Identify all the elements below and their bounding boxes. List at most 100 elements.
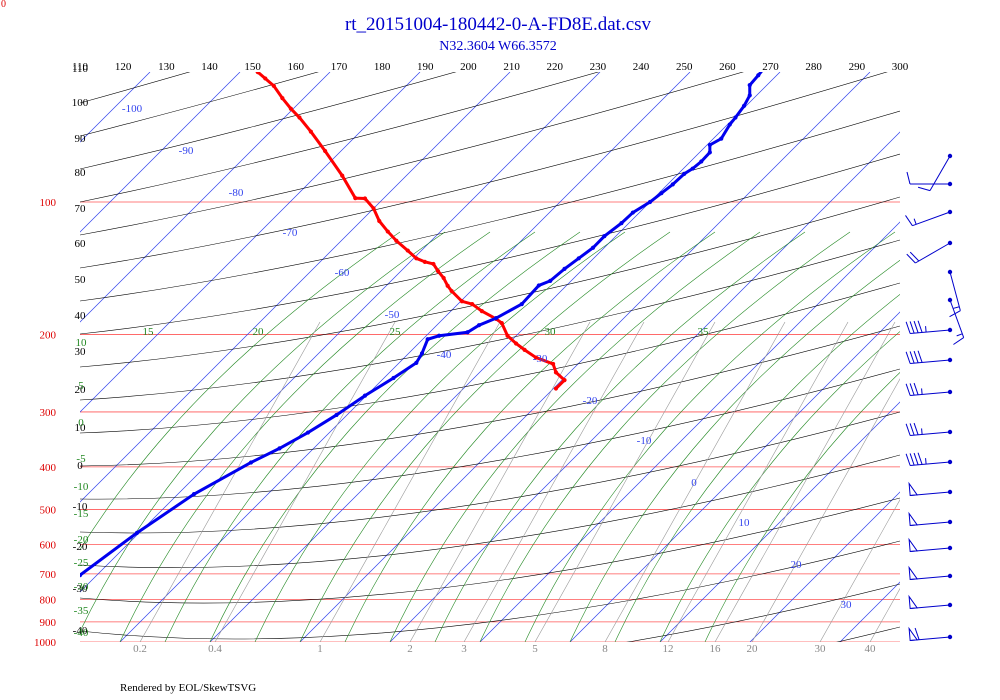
isotherm-line	[659, 401, 900, 642]
dry-adiabat	[80, 153, 900, 335]
dry-adiabat	[80, 72, 457, 170]
isotherm-line	[80, 72, 331, 323]
temperature-point	[505, 333, 510, 338]
wind-barb-staff	[912, 211, 951, 227]
dewpoint-point	[619, 221, 624, 226]
mixing-ratio-label: 0.4	[208, 643, 222, 655]
isotherm-line	[209, 72, 781, 642]
temperature-point	[562, 378, 567, 383]
temperature-point	[445, 283, 450, 288]
dry-adiabat	[80, 239, 900, 401]
temperature-point	[479, 309, 484, 314]
wind-barb-staff	[910, 461, 951, 466]
moist-adiabat-label: 35	[698, 326, 710, 338]
isotherm-line	[479, 221, 900, 642]
wind-barb-staff	[910, 359, 951, 364]
pressure-label-700: 700	[40, 569, 57, 581]
pressure-label-900: 900	[40, 617, 57, 629]
wind-barb-flag	[908, 481, 919, 497]
isotherm-label: -80	[229, 187, 244, 199]
dry-adiabat-label: -20	[73, 541, 88, 553]
dewpoint-point	[437, 333, 442, 338]
wind-barb-full	[909, 251, 920, 262]
temperature-point	[280, 96, 285, 101]
dewpoint-point	[762, 34, 766, 38]
moist-adiabat-label: 15	[143, 326, 155, 338]
wind-barb-full	[913, 452, 919, 465]
wind-barb-full	[913, 320, 919, 333]
temperature-point	[340, 173, 345, 178]
dry-adiabat	[80, 325, 900, 467]
dry-adiabat	[80, 72, 600, 203]
temperature-point	[219, 33, 223, 37]
dewpoint-point	[134, 530, 140, 535]
temperature-point	[271, 83, 276, 88]
corner-label: 0	[1, 0, 6, 10]
wind-barb-full	[905, 215, 913, 226]
dry-adiabat-label: 0	[77, 460, 83, 472]
wind-barb-half	[925, 326, 927, 333]
moist-adiabat	[119, 231, 491, 642]
wind-barb-staff	[910, 329, 951, 334]
temp-tick-110: 110	[72, 61, 89, 73]
mixing-ratio-line	[139, 321, 321, 642]
moist-adiabat	[479, 231, 851, 642]
temperature-point	[553, 386, 559, 391]
dewpoint-point	[719, 136, 724, 141]
isotherm-line	[0, 72, 60, 642]
mixing-ratio-line	[214, 321, 396, 642]
isotherm-line	[930, 72, 1000, 642]
moist-adiabat-label: 10	[76, 337, 88, 349]
dry-adiabat-label: 30	[75, 346, 87, 358]
wind-barb-half	[956, 333, 963, 337]
isotherm-label: -40	[437, 349, 452, 361]
dewpoint-point	[191, 492, 197, 497]
moist-adiabat-label: -40	[74, 627, 89, 639]
dewpoint-line	[80, 72, 763, 577]
moist-adiabat-label: -35	[74, 605, 89, 617]
wind-barb	[908, 537, 953, 553]
pressure-label-100: 100	[40, 197, 57, 209]
dewpoint-point	[762, 43, 766, 47]
wind-barb-full	[913, 382, 919, 395]
moist-adiabat	[659, 331, 900, 642]
isotherm-label: -10	[637, 435, 652, 447]
isotherm-line	[749, 491, 900, 642]
dry-adiabat	[80, 72, 319, 137]
temperature-point	[470, 301, 475, 307]
isolated-point	[705, 32, 710, 37]
wind-barb-full	[909, 383, 915, 396]
chart-series	[80, 17, 766, 578]
dry-adiabat	[80, 282, 900, 434]
pressure-label-1000: 1000	[34, 637, 57, 649]
temp-tick-200: 200	[460, 61, 477, 73]
dewpoint-point	[519, 301, 524, 307]
mixing-ratio-line	[319, 321, 501, 642]
wind-barb	[905, 209, 953, 227]
isotherm-line	[119, 72, 691, 642]
temperature-point	[371, 206, 376, 211]
moist-adiabat-label: -20	[74, 534, 89, 546]
dewpoint-point	[536, 283, 541, 288]
mixing-ratio-label: 1	[317, 643, 323, 655]
isotherm-label: 10	[739, 517, 751, 529]
temp-tick-300: 300	[892, 61, 909, 73]
dewpoint-point	[576, 256, 581, 261]
pressure-label-600: 600	[40, 539, 57, 551]
isotherm-label: 0	[691, 477, 697, 489]
isotherm-line	[569, 311, 900, 642]
wind-barb-full	[906, 253, 916, 264]
temp-tick-180: 180	[374, 61, 391, 73]
dewpoint-point	[707, 142, 712, 148]
temperature-point	[203, 17, 207, 21]
dry-adiabat	[80, 368, 900, 500]
isotherm-label: 30	[841, 599, 853, 611]
dry-adiabat	[80, 0, 900, 70]
dewpoint-point	[690, 166, 695, 171]
dewpoint-point	[305, 430, 311, 435]
temperature-point	[263, 76, 268, 81]
moist-adiabat	[569, 259, 900, 642]
mixing-ratio-line	[869, 588, 900, 642]
dry-adiabat-label: 70	[75, 203, 87, 215]
